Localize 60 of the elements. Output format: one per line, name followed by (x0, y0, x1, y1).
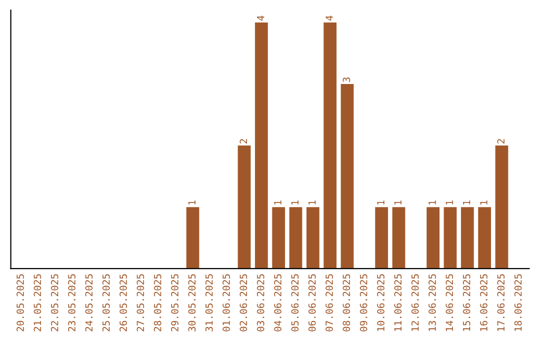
bar (324, 22, 337, 269)
bar (426, 207, 440, 269)
x-tick-label: 01.06.2025 (222, 274, 230, 332)
bar (272, 207, 286, 269)
data-label: 1 (188, 200, 196, 205)
x-tick-label: 18.06.2025 (514, 274, 522, 331)
x-tick-label: 31.05.2025 (205, 274, 213, 332)
x-tick-label: 16.06.2025 (480, 274, 488, 331)
x-tick-label: 10.06.2025 (377, 274, 384, 331)
bar (460, 207, 474, 269)
data-label: 1 (377, 200, 384, 205)
x-tick-label: 29.05.2025 (171, 274, 178, 332)
x-tick-label: 15.06.2025 (462, 274, 470, 331)
bar (340, 84, 354, 269)
bar (186, 207, 200, 269)
data-label: 1 (274, 200, 282, 205)
data-label: 1 (428, 200, 436, 205)
data-label: 1 (480, 200, 488, 205)
data-label: 2 (240, 139, 247, 144)
data-label: 4 (326, 16, 333, 21)
data-label: 1 (308, 200, 316, 205)
x-tick-label: 12.06.2025 (411, 274, 419, 331)
bar (444, 207, 457, 269)
data-label: 2 (497, 139, 504, 144)
x-tick-label: 27.05.2025 (136, 274, 144, 332)
x-tick-label: 08.06.2025 (342, 274, 350, 332)
data-label: 3 (342, 78, 350, 82)
data-label: 1 (463, 200, 470, 205)
x-tick-label: 09.06.2025 (360, 274, 368, 332)
bar (495, 146, 508, 269)
x-tick-label: 22.05.2025 (50, 274, 58, 332)
x-tick-label: 24.05.2025 (85, 274, 93, 332)
bar (306, 207, 320, 269)
x-tick-label: 30.05.2025 (188, 274, 196, 332)
x-tick-label: 02.06.2025 (240, 274, 248, 332)
x-tick-label: 21.05.2025 (34, 274, 42, 332)
x-tick-label: 25.05.2025 (102, 274, 110, 332)
x-tick-label: 13.06.2025 (428, 274, 436, 331)
x-tick-label: 04.06.2025 (274, 274, 282, 332)
x-tick-label: 26.05.2025 (120, 274, 127, 332)
x-tick-label: 03.06.2025 (256, 274, 264, 332)
x-tick-label: 20.05.2025 (16, 274, 24, 332)
data-label: 1 (394, 200, 402, 205)
data-label: 1 (446, 200, 453, 205)
x-tick-label: 05.06.2025 (291, 274, 299, 332)
x-tick-label: 17.06.2025 (497, 274, 505, 331)
x-tick-label: 11.06.2025 (394, 274, 402, 331)
x-tick-label: 28.05.2025 (154, 274, 162, 332)
bar (375, 207, 388, 269)
bar (289, 207, 302, 269)
data-label: 4 (257, 16, 264, 21)
bar (254, 22, 268, 269)
x-tick-label: 14.06.2025 (446, 274, 454, 331)
x-tick-label: 23.05.2025 (68, 274, 76, 332)
bar (478, 207, 492, 269)
x-tick-label: 06.06.2025 (308, 274, 316, 332)
bar (238, 146, 251, 269)
bar (392, 207, 406, 269)
x-tick-label: 07.06.2025 (326, 274, 333, 332)
data-label: 1 (291, 200, 298, 205)
